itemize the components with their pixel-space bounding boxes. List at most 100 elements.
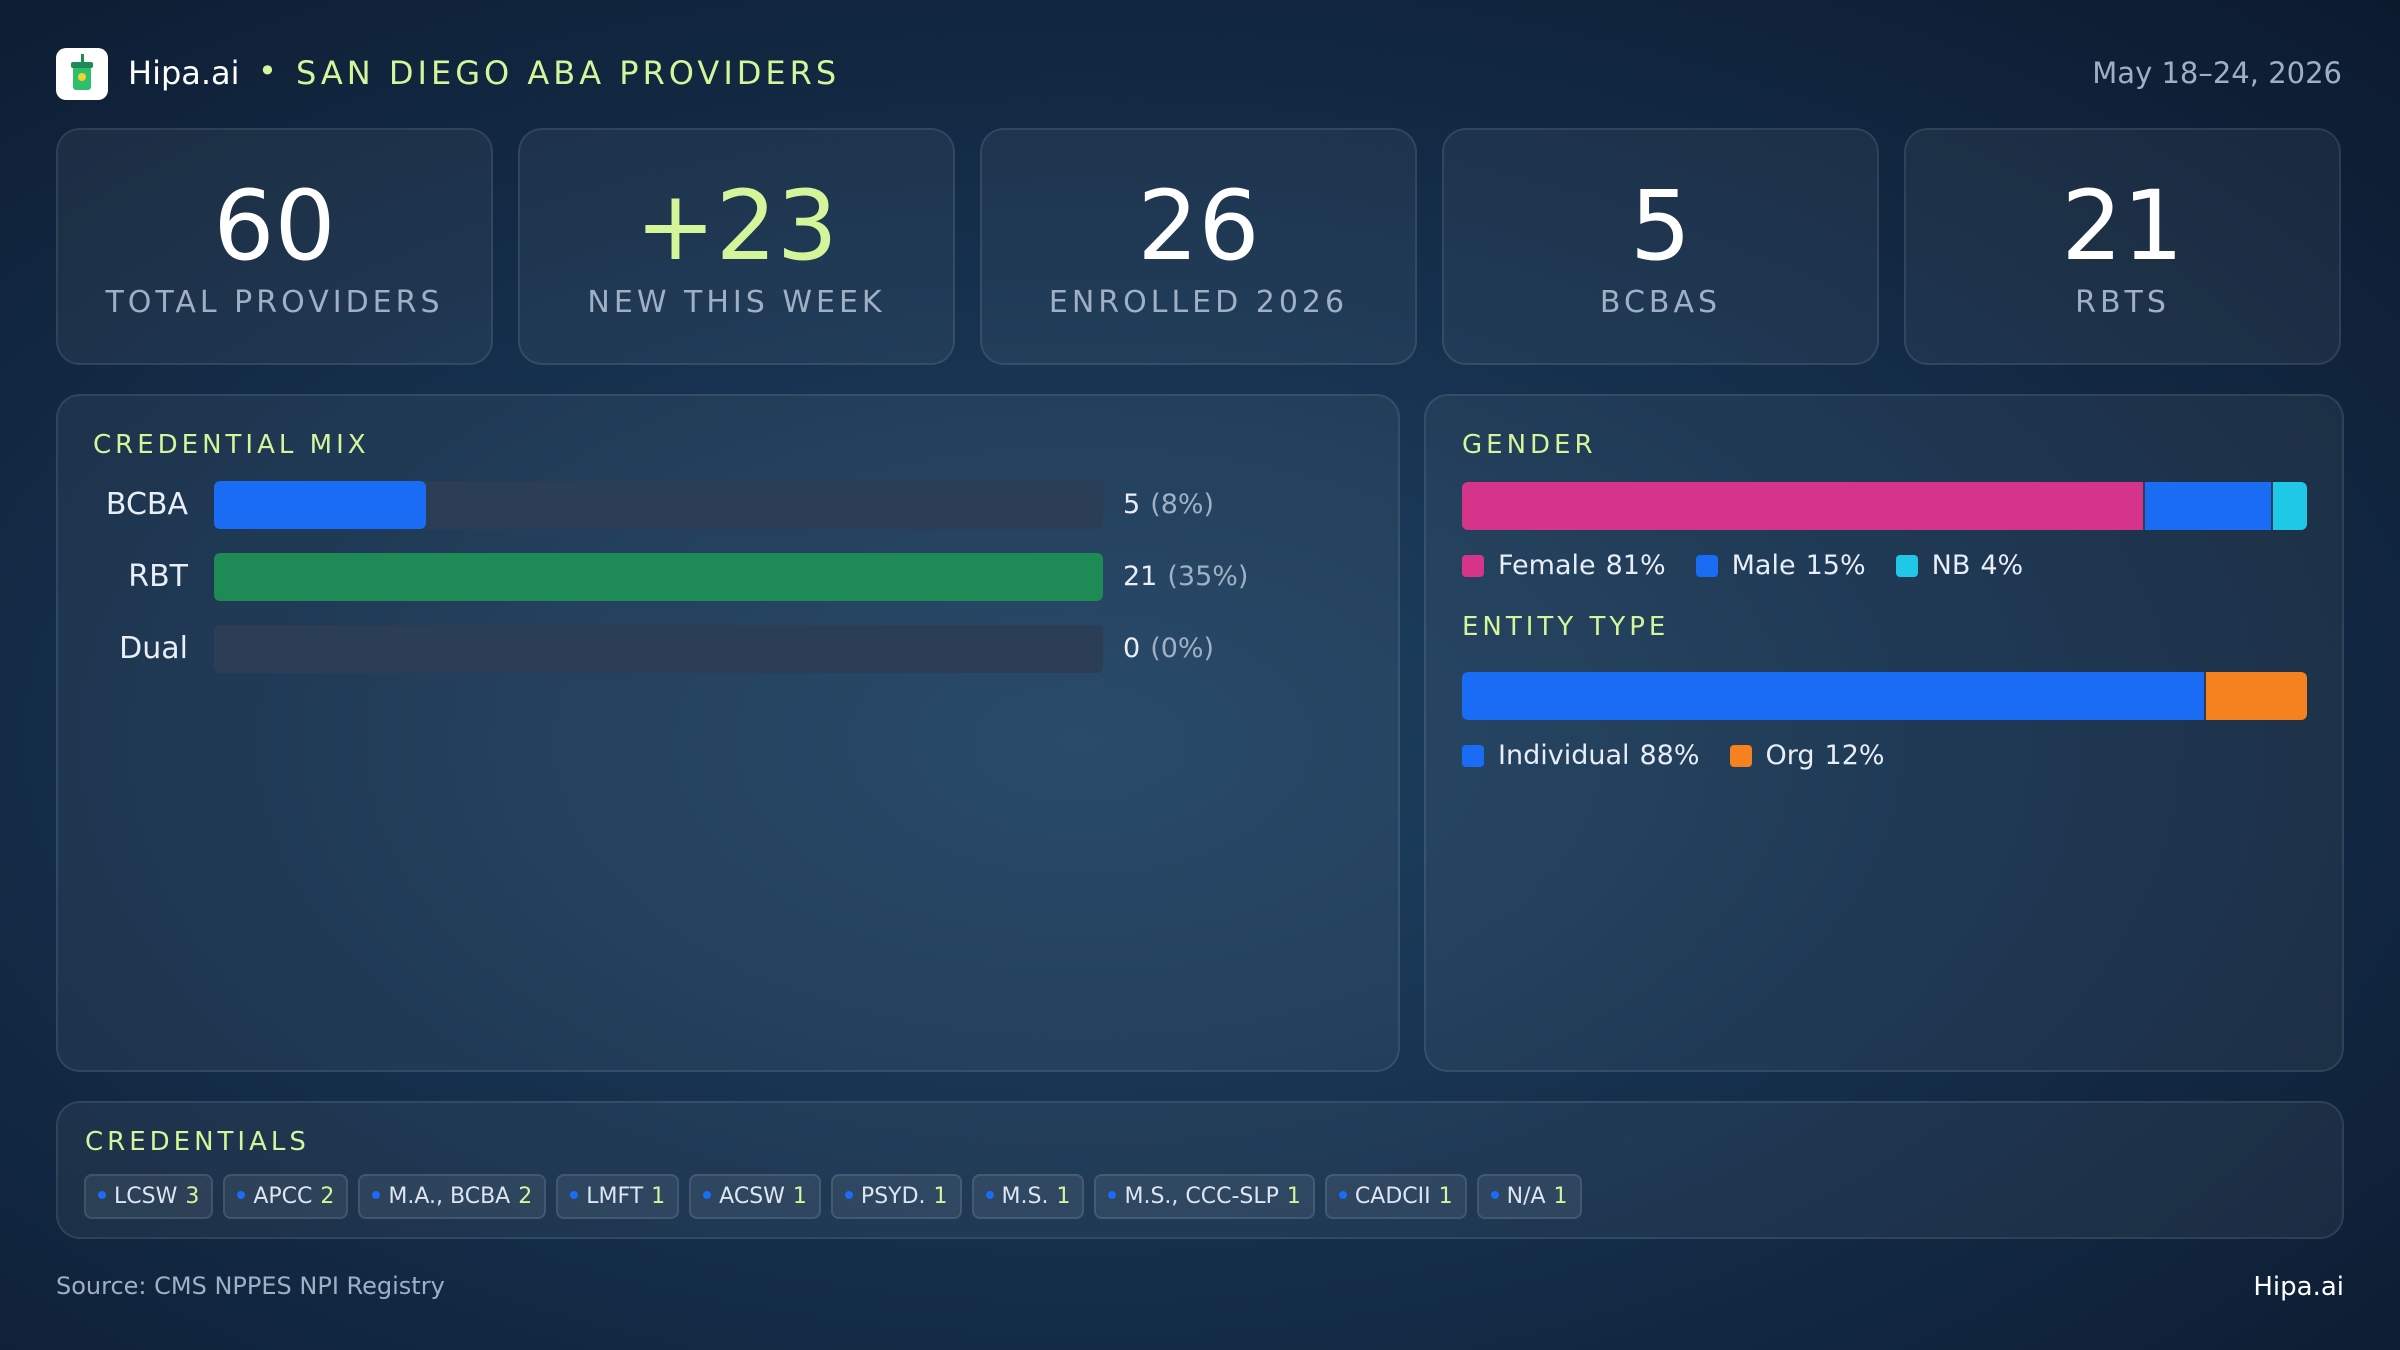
kpi-value: 5 — [1629, 170, 1692, 282]
row-value: 5 (8%) — [1123, 489, 1214, 520]
bar-track — [214, 481, 1103, 529]
kpi-label: RBTS — [2075, 285, 2170, 320]
legend-value: 4% — [1980, 550, 2024, 581]
legend-name: NB — [1931, 550, 1971, 581]
credential-chip: LMFT 1 — [556, 1174, 680, 1219]
kpi-label: TOTAL PROVIDERS — [105, 285, 444, 320]
chip-dot — [372, 1191, 381, 1199]
chip-name: M.A., BCBA — [388, 1184, 511, 1209]
legend: Female 81% Male 15% NB 4% — [1462, 550, 2023, 581]
count: 0 — [1123, 633, 1141, 664]
chip-name: CADCII — [1354, 1184, 1431, 1209]
legend-item: Org 12% — [1729, 740, 1885, 771]
credential-chip: M.A., BCBA 2 — [358, 1174, 547, 1219]
chip-dot — [703, 1191, 712, 1199]
swatch — [1462, 555, 1484, 577]
credential-chip: LCSW 3 — [84, 1174, 214, 1219]
section-title: CREDENTIALS — [85, 1127, 310, 1157]
demographics-panel: GENDER ENTITY TYPE Female 81% Male 15% NB 4% I… — [1424, 394, 2344, 1072]
legend-name: Individual — [1498, 740, 1630, 771]
chip-count: 1 — [1553, 1184, 1568, 1209]
legend-name: Male — [1731, 550, 1796, 581]
kpi-card: 5 BCBAS — [1442, 128, 1879, 365]
chip-dot — [237, 1191, 246, 1199]
brand: Hipa.ai — [128, 54, 240, 92]
credential-chip: ACSW 1 — [689, 1174, 821, 1219]
bar-segment — [2205, 672, 2307, 720]
credential-chip: M.S. 1 — [971, 1174, 1085, 1219]
chip-name: ACSW — [719, 1184, 785, 1209]
bar-track — [214, 625, 1103, 673]
row-value: 0 (0%) — [1123, 633, 1214, 664]
kpi-card: 60 TOTAL PROVIDERS — [56, 128, 493, 365]
legend-item: NB 4% — [1895, 550, 2024, 581]
chip-dot — [1108, 1191, 1117, 1199]
logo — [56, 48, 108, 100]
source: Source: CMS NPPES NPI Registry — [56, 1272, 445, 1300]
page-title: SAN DIEGO ABA PROVIDERS — [296, 54, 841, 92]
stacked-bar — [1462, 482, 2307, 530]
section-title: ENTITY TYPE — [1462, 612, 1670, 642]
chip-count: 1 — [1056, 1184, 1071, 1209]
swatch — [1729, 745, 1752, 767]
percent: (0%) — [1150, 633, 1215, 664]
chip-dot — [1338, 1191, 1347, 1199]
legend-item: Male 15% — [1695, 550, 1866, 581]
date-range: May 18–24, 2026 — [2092, 56, 2342, 90]
credential-chip: APCC 2 — [223, 1174, 349, 1219]
swatch — [1695, 555, 1718, 577]
chip-dot — [844, 1191, 853, 1199]
chip-dot — [985, 1191, 994, 1199]
credential-chips: LCSW 3 APCC 2 M.A., BCBA 2 LMFT 1 ACSW 1 PSYD. 1 M.S… — [84, 1174, 1582, 1219]
kpi-card: +23 NEW THIS WEEK — [518, 128, 955, 365]
legend-value: 15% — [1805, 550, 1866, 581]
chip-name: N/A — [1506, 1184, 1546, 1209]
row-label: Dual — [119, 631, 188, 666]
credential-mix-panel: CREDENTIAL MIX BCBA 5 (8%) RBT 21 (35%) Dual 0 (… — [56, 394, 1400, 1072]
kpi-value: 60 — [213, 170, 336, 282]
credential-chip: M.S., CCC-SLP 1 — [1094, 1174, 1315, 1219]
kpi-label: ENROLLED 2026 — [1048, 285, 1349, 320]
chip-name: LCSW — [114, 1184, 178, 1209]
count: 21 — [1123, 561, 1158, 592]
bar-segment — [1462, 482, 2144, 530]
section-title: GENDER — [1462, 430, 1597, 460]
bar — [214, 553, 1103, 601]
kpi-card: 21 RBTS — [1904, 128, 2341, 365]
bar — [214, 481, 426, 529]
kpi-value: +23 — [635, 170, 838, 282]
chip-dot — [1490, 1191, 1499, 1199]
kpi-value: 21 — [2061, 170, 2184, 282]
chip-count: 1 — [651, 1184, 666, 1209]
section-title: CREDENTIAL MIX — [93, 430, 370, 460]
credentials-panel: CREDENTIALS — [56, 1101, 2344, 1239]
legend-value: 12% — [1824, 740, 1885, 771]
chip-count: 1 — [1438, 1184, 1453, 1209]
percent: (35%) — [1167, 561, 1249, 592]
logo-icon — [71, 54, 93, 90]
swatch — [1462, 745, 1484, 767]
percent: (8%) — [1150, 489, 1215, 520]
separator: • — [258, 52, 277, 90]
chip-count: 1 — [1286, 1184, 1301, 1209]
legend-name: Org — [1765, 740, 1815, 771]
chip-name: M.S. — [1001, 1184, 1049, 1209]
credential-chip: N/A 1 — [1476, 1174, 1582, 1219]
swatch — [1895, 555, 1918, 577]
count: 5 — [1123, 489, 1141, 520]
credential-chip: PSYD. 1 — [830, 1174, 962, 1219]
footer-brand: Hipa.ai — [2253, 1272, 2344, 1302]
bar-segment — [2145, 482, 2272, 530]
legend-name: Female — [1498, 550, 1596, 581]
chip-count: 2 — [320, 1184, 335, 1209]
kpi-label: BCBAS — [1599, 285, 1722, 320]
chip-count: 1 — [933, 1184, 948, 1209]
chip-count: 3 — [185, 1184, 200, 1209]
kpi-card: 26 ENROLLED 2026 — [980, 128, 1417, 365]
bar-segment — [1462, 672, 2204, 720]
chip-name: PSYD. — [860, 1184, 926, 1209]
chip-dot — [98, 1191, 106, 1199]
chip-name: APCC — [253, 1184, 313, 1209]
row-label: BCBA — [105, 487, 188, 522]
